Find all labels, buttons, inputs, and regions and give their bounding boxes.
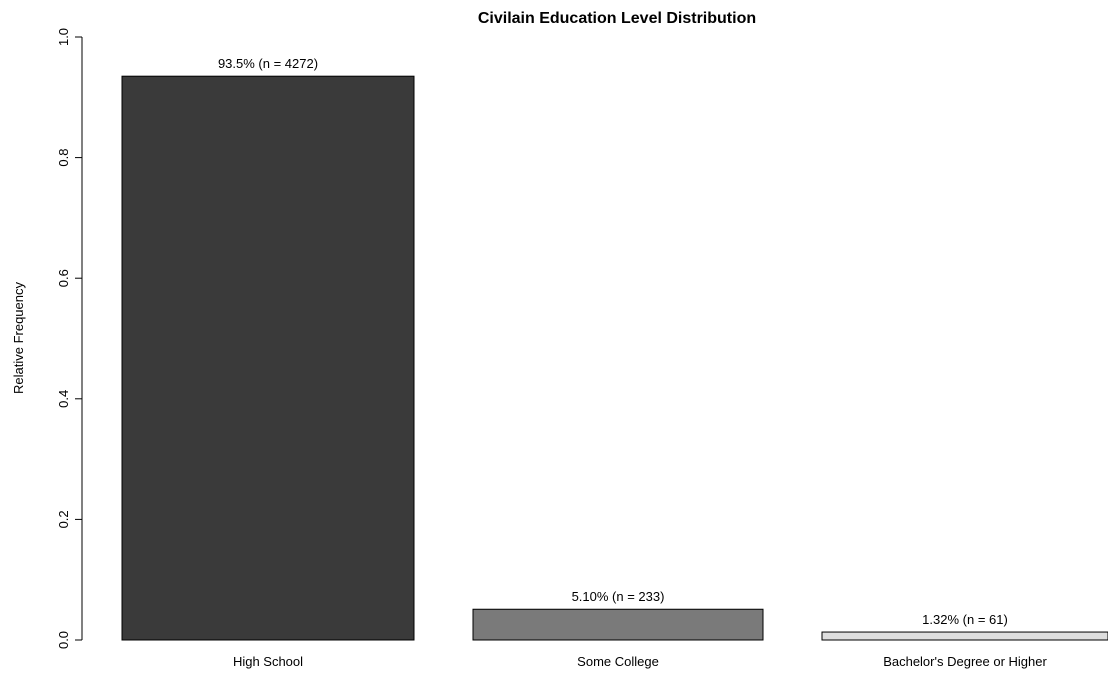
category-labels-group: High School Some College Bachelor's Degree… [233,654,1048,669]
bar [472,608,764,641]
category-label: Some College [577,654,659,669]
y-tick-label: 1.0 [56,28,71,46]
category-label: Bachelor's Degree or Higher [883,654,1047,669]
bar-data-label: 1.32% (n = 61) [922,612,1008,627]
y-tick-label: 0.4 [56,390,71,408]
bar-data-label: 93.5% (n = 4272) [218,56,318,71]
chart-title: Civilain Education Level Distribution [478,10,756,27]
bars-group [121,75,1108,641]
y-tick-label: 0.0 [56,631,71,649]
data-labels-group: 93.5% (n = 4272) 5.10% (n = 233) 1.32% (n … [218,56,1008,627]
y-tick-label: 0.2 [56,510,71,528]
y-tick-label: 0.6 [56,269,71,287]
y-axis-label: Relative Frequency [11,282,26,394]
bar-data-label: 5.10% (n = 233) [572,589,665,604]
category-label: High School [233,654,303,669]
y-axis: 0.0 0.2 0.4 0.6 0.8 1.0 [56,28,83,649]
bar [821,631,1108,641]
bar [121,75,415,641]
y-tick-label: 0.8 [56,149,71,167]
